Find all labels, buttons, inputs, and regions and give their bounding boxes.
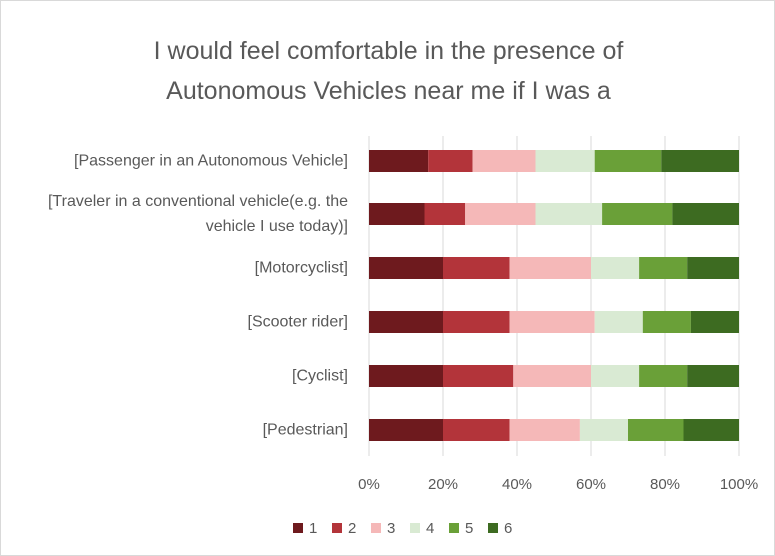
legend-label: 5 bbox=[465, 520, 473, 537]
bar-segment bbox=[428, 150, 473, 172]
bar-segment bbox=[369, 419, 443, 441]
bar-segment bbox=[591, 365, 640, 387]
category-label: [Motorcyclist] bbox=[254, 259, 348, 277]
bar-segment bbox=[690, 311, 739, 333]
x-tick-label: 20% bbox=[428, 476, 458, 493]
bar-segment bbox=[472, 150, 536, 172]
bar-segment bbox=[639, 365, 688, 387]
bar-segment bbox=[369, 150, 429, 172]
bar-segment bbox=[443, 257, 510, 279]
bar-segment bbox=[642, 311, 691, 333]
bar-segment bbox=[535, 150, 595, 172]
bar-segment bbox=[594, 311, 643, 333]
bar-segment bbox=[687, 365, 739, 387]
legend-swatch bbox=[371, 523, 381, 533]
legend-swatch bbox=[293, 523, 303, 533]
bar-segment bbox=[509, 419, 580, 441]
bar-segment bbox=[509, 257, 591, 279]
bar-segment bbox=[465, 203, 536, 225]
bar-segment bbox=[639, 257, 688, 279]
bar-segment bbox=[424, 203, 466, 225]
x-tick-label: 100% bbox=[720, 476, 758, 493]
bar-segment bbox=[683, 419, 739, 441]
legend-label: 2 bbox=[348, 520, 356, 537]
bar-segment bbox=[369, 311, 443, 333]
x-tick-label: 0% bbox=[358, 476, 380, 493]
legend-swatch bbox=[410, 523, 420, 533]
x-tick-label: 80% bbox=[650, 476, 680, 493]
category-label: [Passenger in an Autonomous Vehicle] bbox=[74, 152, 348, 170]
bar-segment bbox=[602, 203, 673, 225]
legend-swatch bbox=[449, 523, 459, 533]
bar-segment bbox=[369, 365, 443, 387]
bar-segment bbox=[369, 257, 443, 279]
bar-segment bbox=[628, 419, 684, 441]
x-tick-label: 40% bbox=[502, 476, 532, 493]
category-label: [Scooter rider] bbox=[247, 313, 348, 331]
bar-segment bbox=[535, 203, 603, 225]
bar-segment bbox=[443, 419, 510, 441]
bar-segment bbox=[443, 311, 510, 333]
bar-segment bbox=[579, 419, 628, 441]
legend-label: 4 bbox=[426, 520, 434, 537]
x-tick-label: 60% bbox=[576, 476, 606, 493]
bar-segment bbox=[661, 150, 739, 172]
bar-segment bbox=[509, 311, 595, 333]
bar-segment bbox=[443, 365, 514, 387]
legend-label: 3 bbox=[387, 520, 395, 537]
bar-segment bbox=[594, 150, 662, 172]
bar-segment bbox=[591, 257, 640, 279]
bar-segment bbox=[369, 203, 425, 225]
legend-label: 1 bbox=[309, 520, 317, 537]
category-label: [Pedestrian] bbox=[262, 421, 348, 439]
legend-swatch bbox=[332, 523, 342, 533]
bar-segment bbox=[687, 257, 739, 279]
bar-segment bbox=[672, 203, 739, 225]
legend-swatch bbox=[488, 523, 498, 533]
category-label: [Cyclist] bbox=[292, 367, 348, 385]
category-label: [Traveler in a conventional vehicle(e.g.… bbox=[47, 193, 348, 235]
legend-label: 6 bbox=[504, 520, 512, 537]
bar-segment bbox=[513, 365, 591, 387]
chart-title: I would feel comfortable in the presence… bbox=[153, 37, 624, 105]
